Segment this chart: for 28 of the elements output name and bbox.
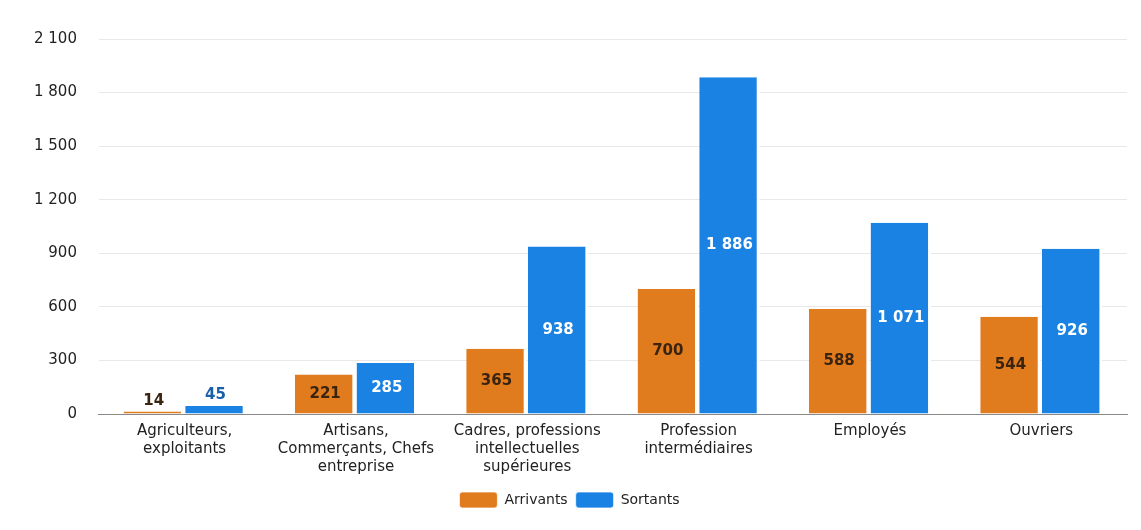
x-tick-label: Agriculteurs, exploitants bbox=[136, 420, 233, 457]
x-tick-label: Profession intermédiaires bbox=[644, 420, 754, 457]
y-tick-label: 900 bbox=[48, 243, 77, 262]
data-label: 45 bbox=[205, 385, 226, 404]
data-label: 544 bbox=[994, 355, 1027, 374]
data-label: 588 bbox=[823, 351, 855, 370]
x-tick-label: Ouvriers bbox=[1009, 420, 1074, 439]
data-label: 1 886 bbox=[705, 235, 753, 254]
data-label: 365 bbox=[480, 371, 513, 390]
y-tick-label: 300 bbox=[48, 350, 77, 369]
y-tick-label: 2 100 bbox=[33, 28, 77, 47]
data-label: 14 bbox=[143, 390, 165, 409]
data-label: 926 bbox=[1056, 320, 1088, 339]
legend-label: Arrivants bbox=[504, 490, 568, 507]
data-label: 285 bbox=[371, 378, 403, 397]
data-label: 700 bbox=[652, 341, 684, 360]
data-label: 221 bbox=[309, 383, 341, 402]
y-tick-label: 1 500 bbox=[33, 136, 77, 155]
x-tick-label: Cadres, professions intellectuelles supérieures bbox=[453, 420, 601, 475]
y-tick-label: 1 200 bbox=[33, 189, 77, 208]
legend-label: Sortants bbox=[620, 490, 680, 507]
y-tick-label: 1 800 bbox=[33, 82, 77, 101]
data-label: 1 071 bbox=[877, 308, 925, 327]
y-tick-label: 0 bbox=[67, 403, 77, 422]
y-tick-label: 600 bbox=[48, 296, 77, 315]
x-tick-label: Artisans, Commerçants, Chefs entreprise bbox=[277, 420, 435, 475]
data-label: 938 bbox=[542, 319, 574, 338]
x-tick-label: Employés bbox=[833, 420, 907, 439]
